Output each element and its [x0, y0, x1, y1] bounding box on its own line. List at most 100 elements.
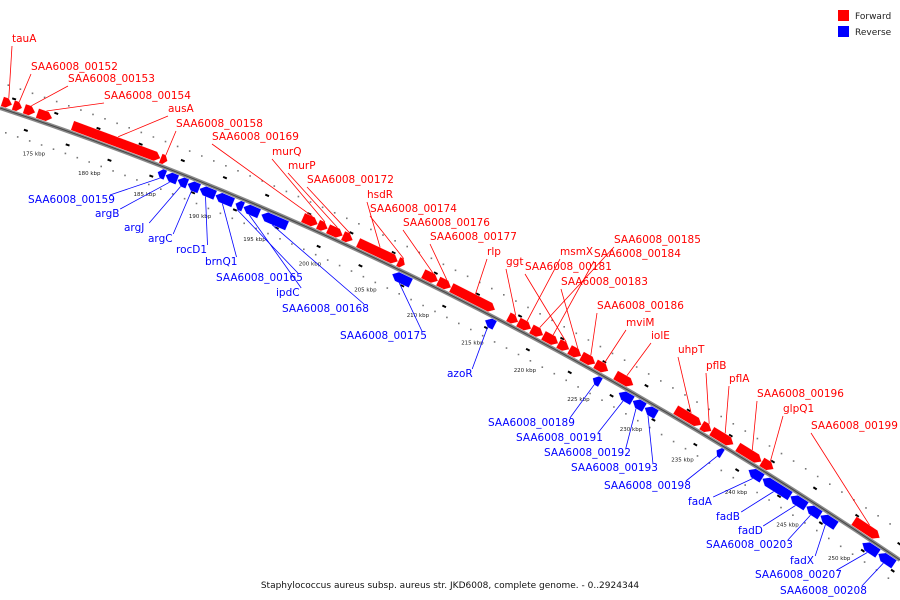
- saa6008-00192-label[interactable]: SAA6008_00192: [544, 447, 631, 459]
- saa6008-00174-leader: [369, 215, 405, 259]
- saa6008-00158-label[interactable]: SAA6008_00158: [176, 118, 263, 130]
- fadx-label[interactable]: fadX: [790, 555, 814, 567]
- saa6008-00177-gene[interactable]: [435, 276, 452, 290]
- brnq1-gene[interactable]: [215, 192, 236, 208]
- taua-gene[interactable]: [0, 96, 13, 109]
- saa6008-00168-label[interactable]: SAA6008_00168: [282, 303, 369, 315]
- fadd-label[interactable]: fadD: [738, 525, 763, 537]
- iole-gene[interactable]: [612, 370, 634, 387]
- azor-label[interactable]: azoR: [447, 368, 473, 380]
- uhpt-gene[interactable]: [672, 405, 702, 427]
- saa6008-00203-gene[interactable]: [805, 505, 824, 520]
- pflb-label[interactable]: pflB: [706, 360, 726, 372]
- saa6008-00153-gene[interactable]: [22, 103, 36, 116]
- argj-gene[interactable]: [177, 177, 190, 189]
- fadd-gene[interactable]: [789, 494, 810, 511]
- glpq1-label[interactable]: glpQ1: [783, 403, 814, 415]
- saa6008-00196-gene[interactable]: [734, 442, 762, 464]
- saa6008-00184-gene[interactable]: [540, 330, 559, 346]
- saa6008-00198-label[interactable]: SAA6008_00198: [604, 480, 691, 492]
- saa6008-00196-label[interactable]: SAA6008_00196: [757, 388, 844, 400]
- pflb-gene[interactable]: [698, 420, 712, 433]
- saa6008-00169-label[interactable]: SAA6008_00169: [212, 131, 299, 143]
- ausa-gene[interactable]: [70, 120, 161, 162]
- argb-label[interactable]: argB: [95, 208, 119, 220]
- ggt-gene[interactable]: [505, 312, 519, 324]
- saa6008-00165-label[interactable]: SAA6008_00165: [216, 272, 303, 284]
- saa6008-00172-label[interactable]: SAA6008_00172: [307, 174, 394, 186]
- argj-label[interactable]: argJ: [124, 222, 144, 234]
- murq-gene[interactable]: [315, 219, 329, 232]
- ggt-label[interactable]: ggt: [506, 256, 523, 268]
- argc-gene[interactable]: [187, 181, 202, 194]
- fadx-gene[interactable]: [819, 514, 840, 531]
- murq-label[interactable]: murQ: [272, 146, 301, 158]
- saa6008-00159-label[interactable]: SAA6008_00159: [28, 194, 115, 206]
- saa6008-00169-gene[interactable]: [300, 212, 319, 227]
- saa6008-00198-gene[interactable]: [716, 447, 726, 459]
- saa6008-00199-gene[interactable]: [850, 516, 881, 540]
- saa6008-00159-gene[interactable]: [157, 168, 168, 181]
- saa6008-00191-label[interactable]: SAA6008_00191: [516, 432, 603, 444]
- saa6008-00186-label[interactable]: SAA6008_00186: [597, 300, 684, 312]
- rlp-gene[interactable]: [448, 282, 496, 313]
- saa6008-00189-gene[interactable]: [592, 375, 604, 388]
- saa6008-00184-label[interactable]: SAA6008_00184: [594, 248, 681, 260]
- ipdc-label[interactable]: ipdC: [276, 287, 300, 299]
- saa6008-00183-label[interactable]: SAA6008_00183: [561, 276, 648, 288]
- saa6008-00176-gene[interactable]: [420, 268, 439, 284]
- saa6008-00176-label[interactable]: SAA6008_00176: [403, 217, 490, 229]
- taua-label[interactable]: tauA: [12, 33, 37, 45]
- iole-label[interactable]: iolE: [651, 330, 670, 342]
- argb-gene[interactable]: [165, 172, 180, 185]
- saa6008-00208-gene[interactable]: [877, 552, 898, 569]
- saa6008-00193-label[interactable]: SAA6008_00193: [571, 462, 658, 474]
- uhpt-label[interactable]: uhpT: [678, 344, 705, 356]
- saa6008-00207-gene[interactable]: [861, 541, 882, 559]
- murp-label[interactable]: murP: [288, 160, 316, 172]
- saa6008-00189-label[interactable]: SAA6008_00189: [488, 417, 575, 429]
- saa6008-00186-gene[interactable]: [578, 351, 596, 366]
- saa6008-00203-label[interactable]: SAA6008_00203: [706, 539, 793, 551]
- saa6008-00199-label[interactable]: SAA6008_00199: [811, 420, 898, 432]
- hsdr-label[interactable]: hsdR: [367, 189, 393, 201]
- azor-gene[interactable]: [484, 318, 498, 331]
- saa6008-00193-gene[interactable]: [644, 406, 660, 420]
- fada-label[interactable]: fadA: [688, 496, 713, 508]
- saa6008-00154-label[interactable]: SAA6008_00154: [104, 90, 191, 102]
- pfla-gene[interactable]: [708, 426, 734, 446]
- saa6008-00153-label[interactable]: SAA6008_00153: [68, 73, 155, 85]
- rlp-label[interactable]: rlp: [487, 246, 501, 258]
- saa6008-00207-label[interactable]: SAA6008_00207: [755, 569, 842, 581]
- mvim-label[interactable]: mviM: [626, 317, 654, 329]
- rocd1-gene[interactable]: [199, 185, 218, 201]
- fadb-gene[interactable]: [762, 477, 794, 501]
- hsdr-gene[interactable]: [355, 237, 399, 264]
- saa6008-00152-label[interactable]: SAA6008_00152: [31, 61, 118, 73]
- saa6008-00181-label[interactable]: SAA6008_00181: [525, 261, 612, 273]
- saa6008-00152-gene[interactable]: [11, 100, 23, 112]
- saa6008-00174-label[interactable]: SAA6008_00174: [370, 203, 457, 215]
- saa6008-00175-label[interactable]: SAA6008_00175: [340, 330, 427, 342]
- saa6008-00208-label[interactable]: SAA6008_00208: [780, 585, 867, 597]
- saa6008-00191-gene[interactable]: [618, 391, 636, 406]
- saa6008-00177-label[interactable]: SAA6008_00177: [430, 231, 517, 243]
- ausa-label[interactable]: ausA: [168, 103, 195, 115]
- saa6008-00158-gene[interactable]: [158, 153, 168, 165]
- murp-gene[interactable]: [325, 223, 344, 239]
- brnq1-label[interactable]: brnQ1: [205, 256, 237, 268]
- msmx-label[interactable]: msmX: [560, 246, 593, 258]
- argc-label[interactable]: argC: [148, 233, 173, 245]
- saa6008-00192-gene[interactable]: [632, 399, 648, 413]
- saa6008-00185-gene[interactable]: [528, 324, 544, 338]
- ipdc-gene[interactable]: [243, 204, 262, 219]
- saa6008-00168-gene[interactable]: [260, 211, 290, 231]
- saa6008-00175-gene[interactable]: [391, 271, 414, 288]
- saa6008-00154-gene[interactable]: [35, 108, 53, 122]
- saa6008-00185-label[interactable]: SAA6008_00185: [614, 234, 701, 246]
- saa6008-00165-gene[interactable]: [235, 200, 246, 212]
- rocd1-label[interactable]: rocD1: [176, 244, 207, 256]
- fada-gene[interactable]: [748, 468, 766, 484]
- pfla-label[interactable]: pflA: [729, 373, 750, 385]
- fadb-label[interactable]: fadB: [716, 511, 740, 523]
